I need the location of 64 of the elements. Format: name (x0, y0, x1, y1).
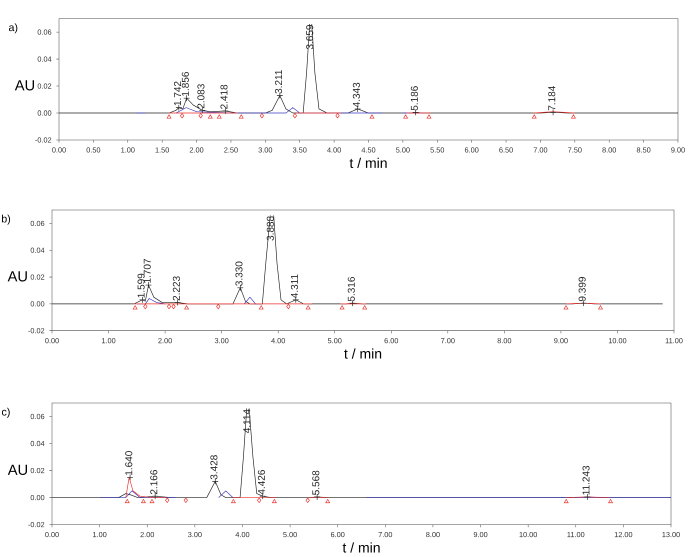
point (184, 498, 188, 503)
chart-title: c) (2, 408, 10, 418)
point (143, 304, 148, 310)
point (172, 304, 176, 310)
y-axis-title: AU (8, 464, 28, 475)
point (272, 499, 277, 504)
annotation: 3.888 (266, 216, 274, 241)
chart-title: b) (2, 214, 10, 225)
point (306, 498, 310, 503)
annotation: 4.311 (290, 274, 298, 298)
annotation: 1.599 (138, 274, 145, 298)
annotation: 5.568 (312, 470, 320, 495)
point (564, 499, 569, 504)
annotation: 4.343 (352, 82, 360, 108)
point (426, 114, 432, 119)
x-axis-title: t / min (342, 542, 380, 553)
point (257, 498, 262, 503)
point (258, 305, 264, 310)
point (184, 305, 189, 310)
annotation: 9.399 (578, 277, 586, 302)
x-axis-title: t / min (344, 348, 382, 359)
point (260, 113, 264, 118)
annotation: 7.184 (548, 86, 556, 110)
annotation: 1.856 (182, 72, 189, 96)
point (336, 113, 340, 118)
annotation: 3.330 (235, 262, 243, 286)
annotation: 2.083 (197, 84, 204, 108)
point (370, 114, 374, 119)
x-axis-title: t / min (350, 158, 387, 168)
point (306, 305, 310, 310)
y-axis-title: AU (14, 80, 34, 90)
point (208, 114, 213, 119)
point (216, 114, 222, 119)
point (216, 304, 220, 310)
annotation: 3.428 (210, 455, 218, 480)
point (141, 499, 146, 504)
point (564, 305, 568, 310)
point (403, 114, 408, 119)
point (532, 114, 537, 119)
annotation: 2.223 (172, 276, 180, 300)
point (165, 498, 170, 503)
annotation: 3.211 (274, 70, 282, 94)
point (167, 304, 172, 310)
annotation: 2.166 (150, 470, 158, 494)
point (286, 304, 290, 310)
annotation: 4.426 (258, 470, 265, 494)
point (150, 499, 154, 504)
point (292, 113, 297, 118)
annotation: 11.243 (582, 466, 590, 495)
point (180, 113, 184, 118)
annotation: 1.707 (144, 258, 151, 283)
annotation: 1.640 (125, 451, 132, 475)
annotation: 5.186 (410, 86, 418, 110)
chart-title: a) (8, 23, 18, 34)
y-axis-title: AU (8, 271, 27, 282)
point (340, 305, 344, 310)
annotation: 5.316 (348, 277, 355, 302)
annotation: 2.418 (220, 84, 228, 109)
point (325, 499, 330, 504)
point (231, 499, 236, 504)
point (362, 305, 367, 310)
point (198, 113, 203, 118)
point (238, 114, 244, 119)
annotation: 1.742 (174, 81, 181, 106)
